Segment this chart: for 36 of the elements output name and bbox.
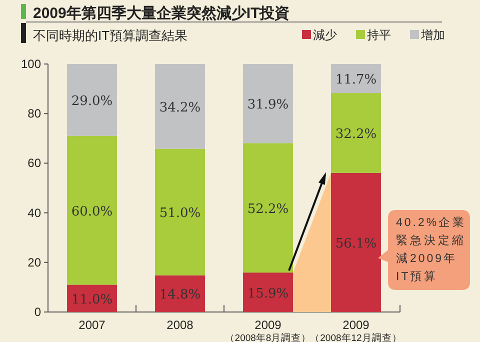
legend-label: 減少 [313,28,337,42]
data-label: 29.0% [71,94,113,109]
bar [67,284,117,312]
data-label: 11.0% [71,292,113,308]
legend-label: 持平 [367,28,391,42]
y-tick-label: 20 [28,255,42,270]
bar [67,136,117,285]
chart-subtitle: 不同時期的IT預算調查結果 [33,28,188,43]
y-tick-label: 80 [28,106,42,121]
chart-title: 2009年第四季大量企業突然減少IT投資 [33,4,290,22]
legend-label: 增加 [420,28,445,42]
data-label: 15.9% [247,286,289,302]
bar [155,64,205,149]
data-label: 51.0% [159,206,201,222]
data-label: 52.2% [247,202,289,217]
bar [243,64,293,144]
bar [243,272,293,312]
y-tick-label: 0 [34,305,42,319]
bar [155,275,205,312]
data-label: 11.7% [335,72,377,88]
data-label: 31.9% [247,98,289,113]
data-label: 56.1% [335,236,377,252]
y-tick-label: 100 [20,57,42,71]
y-tick-label: 40 [28,206,42,220]
bar [331,64,381,94]
data-label: 60.0% [71,204,113,220]
y-tick-label: 60 [28,156,42,170]
data-label: 32.2% [335,126,377,142]
bar [331,93,381,173]
x-tick-label: 2008 [166,318,194,332]
x-tick-label: 2007 [78,318,106,332]
annotation: 40.2%企業緊急決定縮減2009年IT預算 [396,216,468,285]
bar [155,148,205,276]
data-label: 34.2% [159,100,201,116]
data-label: 14.8% [159,288,201,303]
bar [67,64,117,136]
